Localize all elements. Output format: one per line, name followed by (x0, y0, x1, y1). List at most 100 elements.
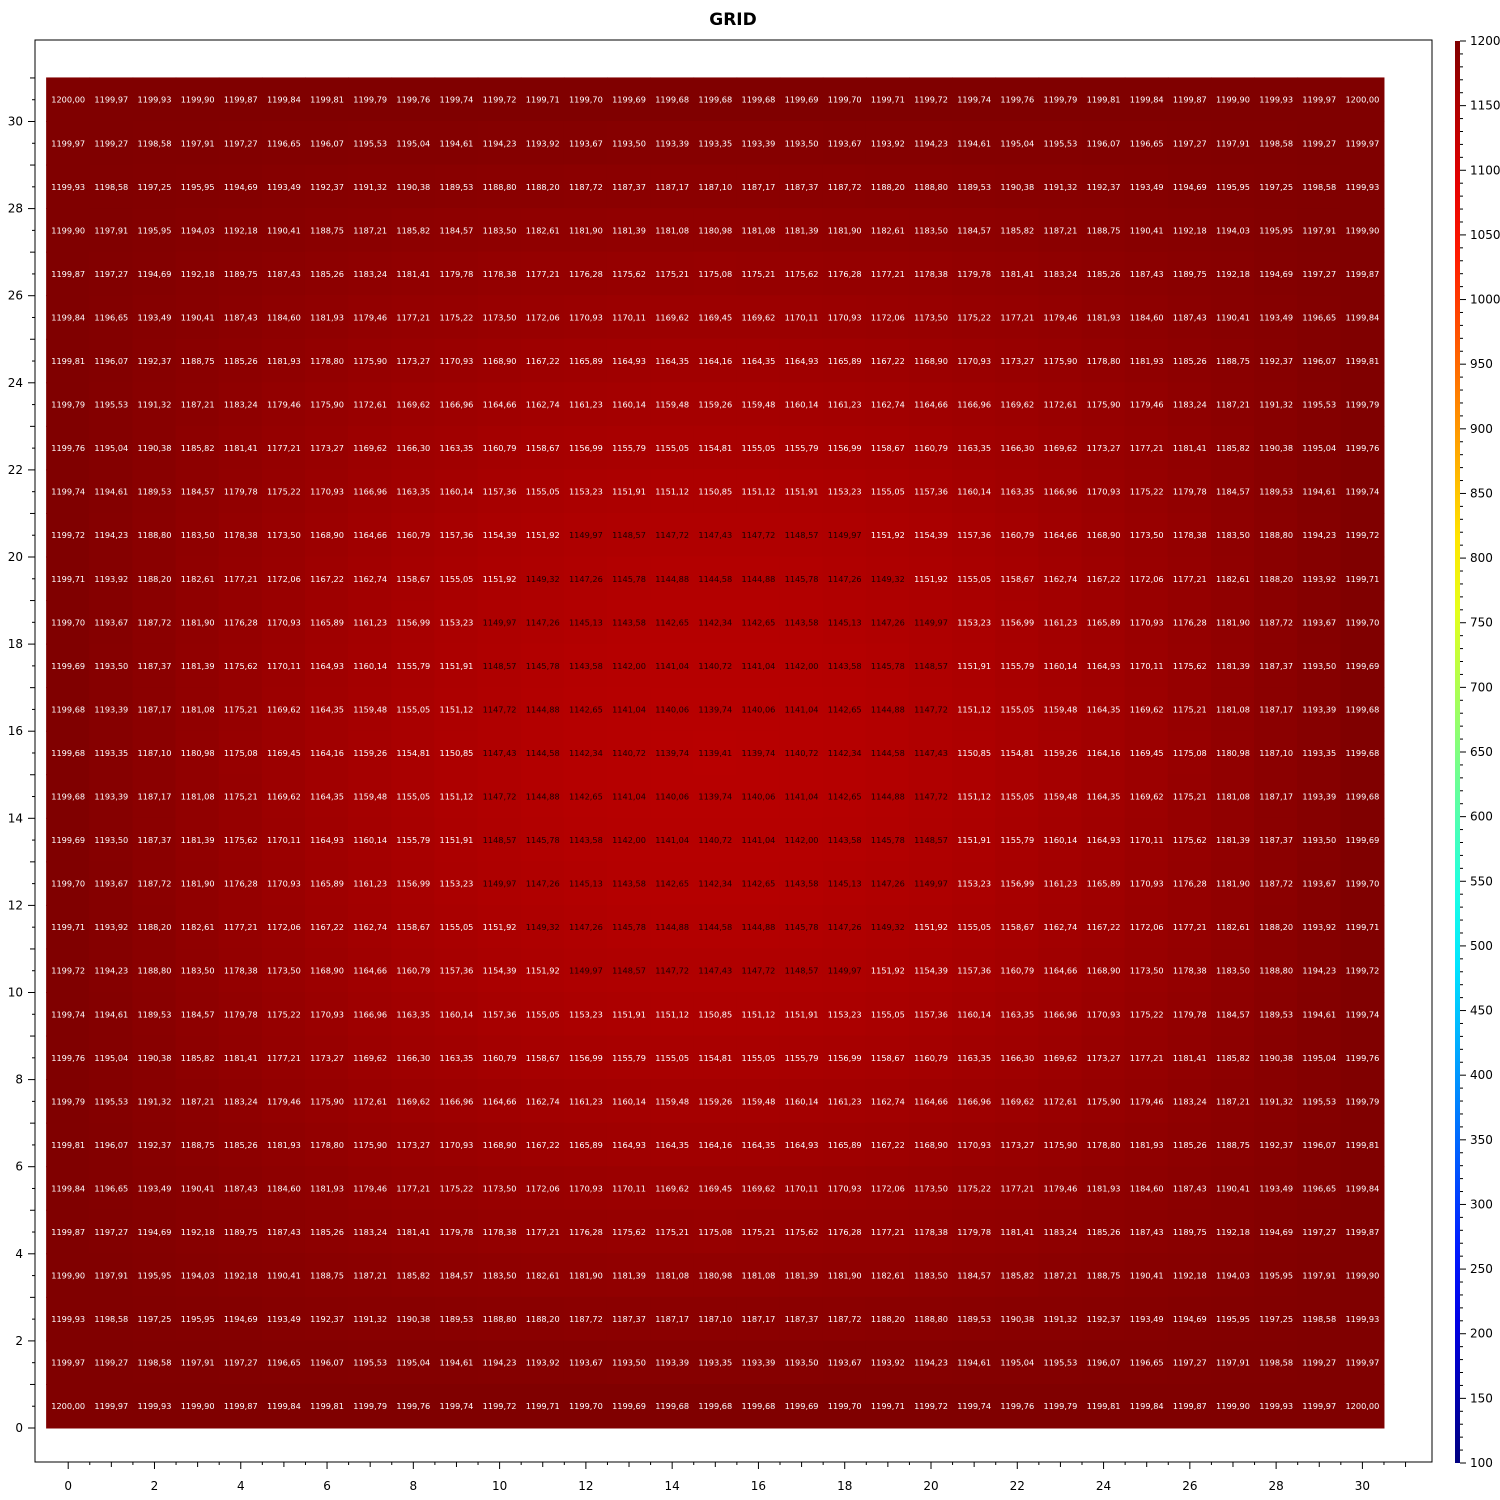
heatmap-cell (304, 338, 350, 384)
cell-value-label: 1162,74 (526, 1096, 560, 1106)
heatmap-cell (1167, 687, 1212, 732)
cell-value-label: 1164,93 (785, 1140, 819, 1150)
cell-value-label: 1198,58 (138, 138, 172, 148)
cell-value-label: 1177,21 (1130, 443, 1164, 453)
heatmap-cell (606, 556, 652, 602)
heatmap-cell (1081, 687, 1126, 732)
heatmap-cell (822, 948, 867, 993)
heatmap-cell (261, 121, 306, 166)
heatmap-cell (1167, 556, 1212, 602)
x-tick-label: 26 (1182, 1479, 1197, 1493)
heatmap-cell (865, 164, 910, 210)
heatmap-cell (1081, 992, 1126, 1037)
heatmap-cell (650, 817, 695, 863)
cell-value-label: 1189,53 (957, 182, 991, 192)
cell-value-label: 1147,26 (569, 574, 603, 584)
cell-value-label: 1155,79 (612, 1053, 646, 1063)
heatmap-cell (1297, 469, 1342, 514)
heatmap-cell (1297, 600, 1342, 645)
heatmap-cell (304, 208, 350, 253)
cell-value-label: 1175,21 (742, 1227, 776, 1237)
cell-value-label: 1199,74 (51, 487, 85, 497)
cell-value-label: 1164,35 (742, 356, 776, 366)
cell-value-label: 1181,39 (612, 1271, 646, 1281)
cell-value-label: 1155,05 (396, 792, 430, 802)
heatmap-cell (46, 425, 91, 471)
heatmap-cell (779, 904, 824, 950)
cell-value-label: 1155,79 (1000, 661, 1034, 671)
cell-value-label: 1189,53 (957, 1314, 991, 1324)
heatmap-cell (1340, 687, 1385, 732)
cell-value-label: 1170,93 (957, 356, 991, 366)
heatmap-cell (520, 730, 565, 776)
cell-value-label: 1159,48 (742, 1096, 776, 1106)
cell-value-label: 1151,92 (526, 966, 560, 976)
heatmap-cell (908, 1035, 954, 1081)
heatmap-cell (89, 164, 134, 210)
cell-value-label: 1187,43 (1173, 312, 1207, 322)
heatmap-cell (46, 774, 91, 819)
heatmap-cell (391, 904, 436, 950)
heatmap-cell (391, 164, 436, 210)
cell-value-label: 1160,14 (957, 487, 991, 497)
cell-value-label: 1199,71 (51, 574, 85, 584)
cell-value-label: 1199,68 (1345, 704, 1379, 714)
cell-value-label: 1145,13 (569, 879, 603, 889)
heatmap-cell (1340, 338, 1385, 384)
heatmap-cell (391, 382, 436, 427)
cell-value-label: 1192,37 (310, 1314, 344, 1324)
cell-value-label: 1181,41 (1000, 1227, 1034, 1237)
cell-value-label: 1185,26 (310, 1227, 344, 1237)
heatmap-cell (650, 904, 695, 950)
heatmap-cell (1081, 208, 1126, 253)
cell-value-label: 1187,21 (353, 225, 387, 235)
heatmap-cell (520, 643, 565, 689)
heatmap-cell (995, 861, 1040, 906)
cell-value-label: 1194,61 (1302, 1009, 1336, 1019)
heatmap-cell (563, 904, 608, 950)
heatmap-cell (132, 600, 177, 645)
cell-value-label: 1166,30 (396, 1053, 430, 1063)
heatmap-cell (995, 425, 1040, 471)
heatmap-cell (1340, 208, 1385, 253)
cell-value-label: 1160,79 (483, 443, 517, 453)
cell-value-label: 1199,69 (1345, 835, 1379, 845)
heatmap-cell (952, 861, 997, 906)
cell-value-label: 1156,99 (569, 1053, 603, 1063)
cell-value-label: 1187,10 (698, 182, 732, 192)
cell-value-label: 1142,00 (612, 661, 646, 671)
cell-value-label: 1187,17 (1259, 704, 1293, 714)
cell-value-label: 1144,88 (871, 704, 905, 714)
cell-value-label: 1184,60 (267, 1183, 301, 1193)
heatmap-cell (348, 338, 393, 384)
cell-value-label: 1164,93 (1087, 661, 1121, 671)
cell-value-label: 1170,93 (440, 356, 474, 366)
heatmap-cell (606, 861, 652, 906)
cell-value-label: 1193,50 (612, 138, 646, 148)
cell-value-label: 1155,79 (612, 443, 646, 453)
cell-value-label: 1148,57 (914, 661, 948, 671)
heatmap-cell (995, 817, 1040, 863)
heatmap-cell (563, 556, 608, 602)
heatmap-cell (650, 164, 695, 210)
heatmap-cell (175, 338, 220, 384)
heatmap-cell (1167, 295, 1212, 340)
heatmap-cell (908, 643, 954, 689)
heatmap-cell (1167, 643, 1212, 689)
cell-value-label: 1155,79 (396, 835, 430, 845)
cell-value-label: 1161,23 (569, 400, 603, 410)
heatmap-cell (132, 382, 177, 427)
heatmap-cell (89, 556, 134, 602)
colorbar-tick-label: 100 (1470, 1456, 1493, 1470)
cell-value-label: 1153,23 (957, 879, 991, 889)
cell-value-label: 1193,92 (94, 574, 128, 584)
cell-value-label: 1147,26 (569, 922, 603, 932)
cell-value-label: 1185,82 (181, 443, 215, 453)
cell-value-label: 1147,72 (655, 530, 689, 540)
cell-value-label: 1156,99 (396, 617, 430, 627)
heatmap-cell (1081, 730, 1126, 776)
heatmap-cell (348, 251, 393, 297)
cell-value-label: 1194,69 (224, 1314, 258, 1324)
heatmap-cell (175, 600, 220, 645)
cell-value-label: 1187,43 (1130, 1227, 1164, 1237)
